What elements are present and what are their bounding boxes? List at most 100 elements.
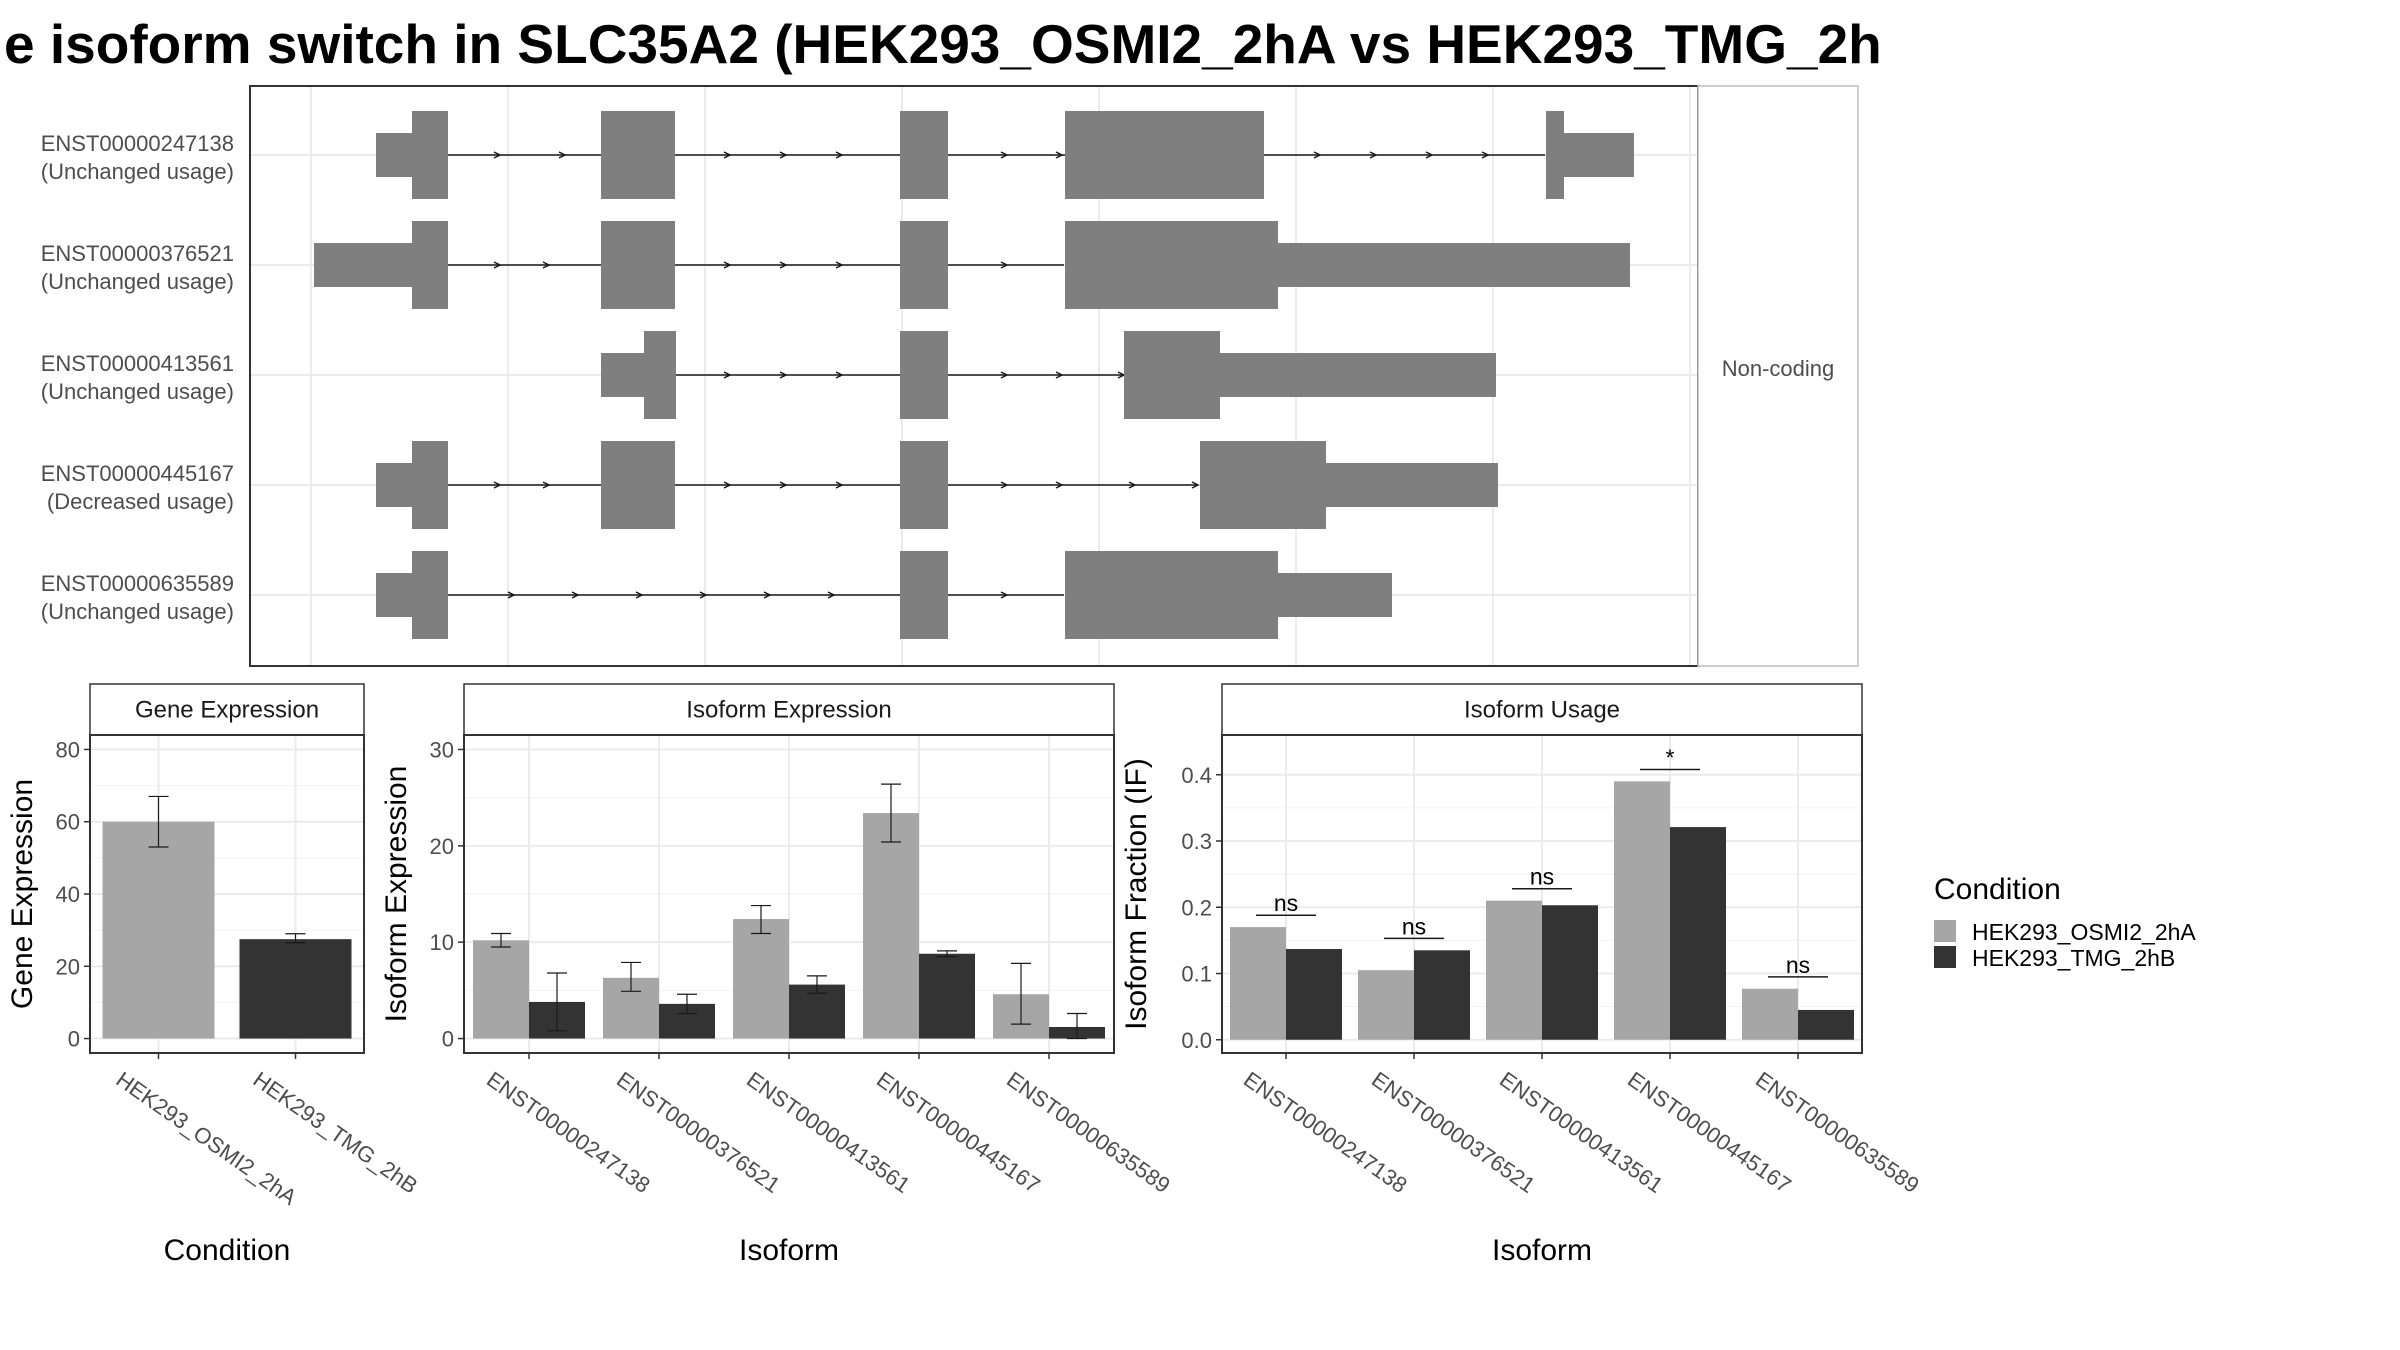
exon-block: [900, 551, 948, 639]
isoform-usage-bar: [1670, 827, 1726, 1040]
isoform-expression-strip-title: Isoform Expression: [686, 697, 891, 724]
intron-arrow: [779, 371, 788, 379]
gene-expression-strip-title: Gene Expression: [135, 697, 319, 724]
intron-arrow: [699, 591, 708, 599]
transcript-usage-label: (Unchanged usage): [41, 599, 234, 624]
exon-block: [376, 133, 412, 177]
intron-arrow: [571, 591, 580, 599]
transcript-usage-label: (Unchanged usage): [41, 269, 234, 294]
exon-block: [900, 111, 948, 199]
isoform-expression-bar: [473, 940, 529, 1039]
exon-block: [314, 243, 412, 287]
intron-arrow: [507, 591, 516, 599]
legend-label-condition-b: HEK293_TMG_2hB: [1972, 945, 2175, 971]
gene-expression-strip: [89, 683, 365, 736]
isoform-usage-bar: [1542, 905, 1598, 1040]
exon-block: [376, 463, 412, 507]
intron-arrow: [723, 481, 732, 489]
exon-block: [412, 221, 448, 309]
intron-arrow: [723, 261, 732, 269]
transcript-id-label: ENST00000376521: [41, 241, 234, 266]
intron-arrow: [779, 261, 788, 269]
isoform-usage-ytick-label: 0.3: [1181, 829, 1212, 854]
exon-block: [1200, 441, 1326, 529]
isoform-usage-significance-label: ns: [1402, 913, 1426, 939]
isoform-expression-ytick-label: 30: [430, 737, 454, 762]
isoform-expression-bar: [733, 919, 789, 1039]
intron-arrow: [723, 151, 732, 159]
intron-arrow: [1055, 481, 1064, 489]
intron-arrow: [493, 481, 502, 489]
isoform-usage-bar: [1286, 948, 1342, 1040]
transcript-id-label: ENST00000635589: [41, 571, 234, 596]
strip-label-non-coding: Non-coding: [1722, 356, 1835, 381]
isoform-usage-ytick-label: 0.4: [1181, 763, 1212, 788]
isoform-expression-ytick-label: 0: [442, 1027, 454, 1052]
isoform-expression-bar: [919, 953, 975, 1039]
isoform-usage-significance-label: ns: [1274, 890, 1298, 916]
exon-block: [412, 441, 448, 529]
intron-arrow: [558, 151, 567, 159]
isoform-expression-ytick-label: 10: [430, 930, 454, 955]
gene-expression-bar: [239, 939, 352, 1039]
structure-strip: [1697, 85, 1859, 667]
legend-key-condition-a: [1934, 920, 1956, 942]
gene-expression-ytick-label: 0: [68, 1027, 80, 1052]
intron-arrow: [779, 151, 788, 159]
exon-block: [1278, 573, 1392, 617]
transcript-id-label: ENST00000413561: [41, 351, 234, 376]
exon-block: [1564, 133, 1634, 177]
intron-arrow: [1000, 481, 1009, 489]
isoform-expression-bar: [863, 813, 919, 1039]
isoform-usage-significance-label: *: [1666, 744, 1675, 770]
isoform-usage-bar: [1742, 988, 1798, 1040]
transcript-id-label: ENST00000247138: [41, 131, 234, 156]
intron-arrow: [1425, 151, 1434, 159]
isoform-usage-bar: [1798, 1009, 1854, 1040]
intron-arrow: [1000, 591, 1009, 599]
isoform-usage-ytick-label: 0.0: [1181, 1028, 1212, 1053]
exon-block: [1065, 551, 1278, 639]
exon-block: [601, 441, 675, 529]
isoform-usage-yaxis-title: Isoform Fraction (IF): [1120, 758, 1153, 1030]
intron-arrow: [635, 591, 644, 599]
intron-arrow: [723, 371, 732, 379]
intron-arrow: [835, 371, 844, 379]
intron-arrow: [1191, 481, 1200, 489]
gene-expression-ytick-label: 20: [56, 954, 80, 979]
isoform-usage-bar: [1414, 950, 1470, 1040]
intron-arrow: [1481, 151, 1490, 159]
exon-block: [1220, 353, 1496, 397]
intron-arrow: [1000, 371, 1009, 379]
intron-arrow: [1313, 151, 1322, 159]
intron-arrow: [542, 481, 551, 489]
isoform-usage-ytick-label: 0.1: [1181, 962, 1212, 987]
isoform-usage-strip-title: Isoform Usage: [1464, 697, 1620, 724]
exon-block: [1326, 463, 1498, 507]
transcript-id-label: ENST00000445167: [41, 461, 234, 486]
isoform-usage-significance-label: ns: [1786, 952, 1810, 978]
isoform-expression-xaxis-title: Isoform: [739, 1234, 839, 1267]
exon-block: [644, 331, 676, 419]
exon-block: [1278, 243, 1630, 287]
intron-arrow: [1369, 151, 1378, 159]
legend-key-condition-b: [1934, 946, 1956, 968]
isoform-usage-bar: [1486, 900, 1542, 1040]
figure-title: e isoform switch in SLC35A2 (HEK293_OSMI…: [4, 13, 1882, 75]
intron-arrow: [1055, 371, 1064, 379]
intron-arrow: [1000, 261, 1009, 269]
gene-expression-xaxis-title: Condition: [164, 1234, 291, 1267]
exon-block: [601, 221, 675, 309]
exon-block: [601, 111, 675, 199]
isoform-usage-bar: [1358, 970, 1414, 1040]
intron-arrow: [827, 591, 836, 599]
exon-block: [1124, 331, 1220, 419]
isoform-expression-strip: [463, 683, 1115, 736]
exon-block: [601, 353, 644, 397]
legend-title: Condition: [1934, 873, 2061, 906]
isoform-usage-significance-label: ns: [1530, 864, 1554, 890]
intron-arrow: [835, 261, 844, 269]
intron-arrow: [1000, 151, 1009, 159]
exon-block: [1065, 221, 1278, 309]
exon-block: [376, 573, 412, 617]
